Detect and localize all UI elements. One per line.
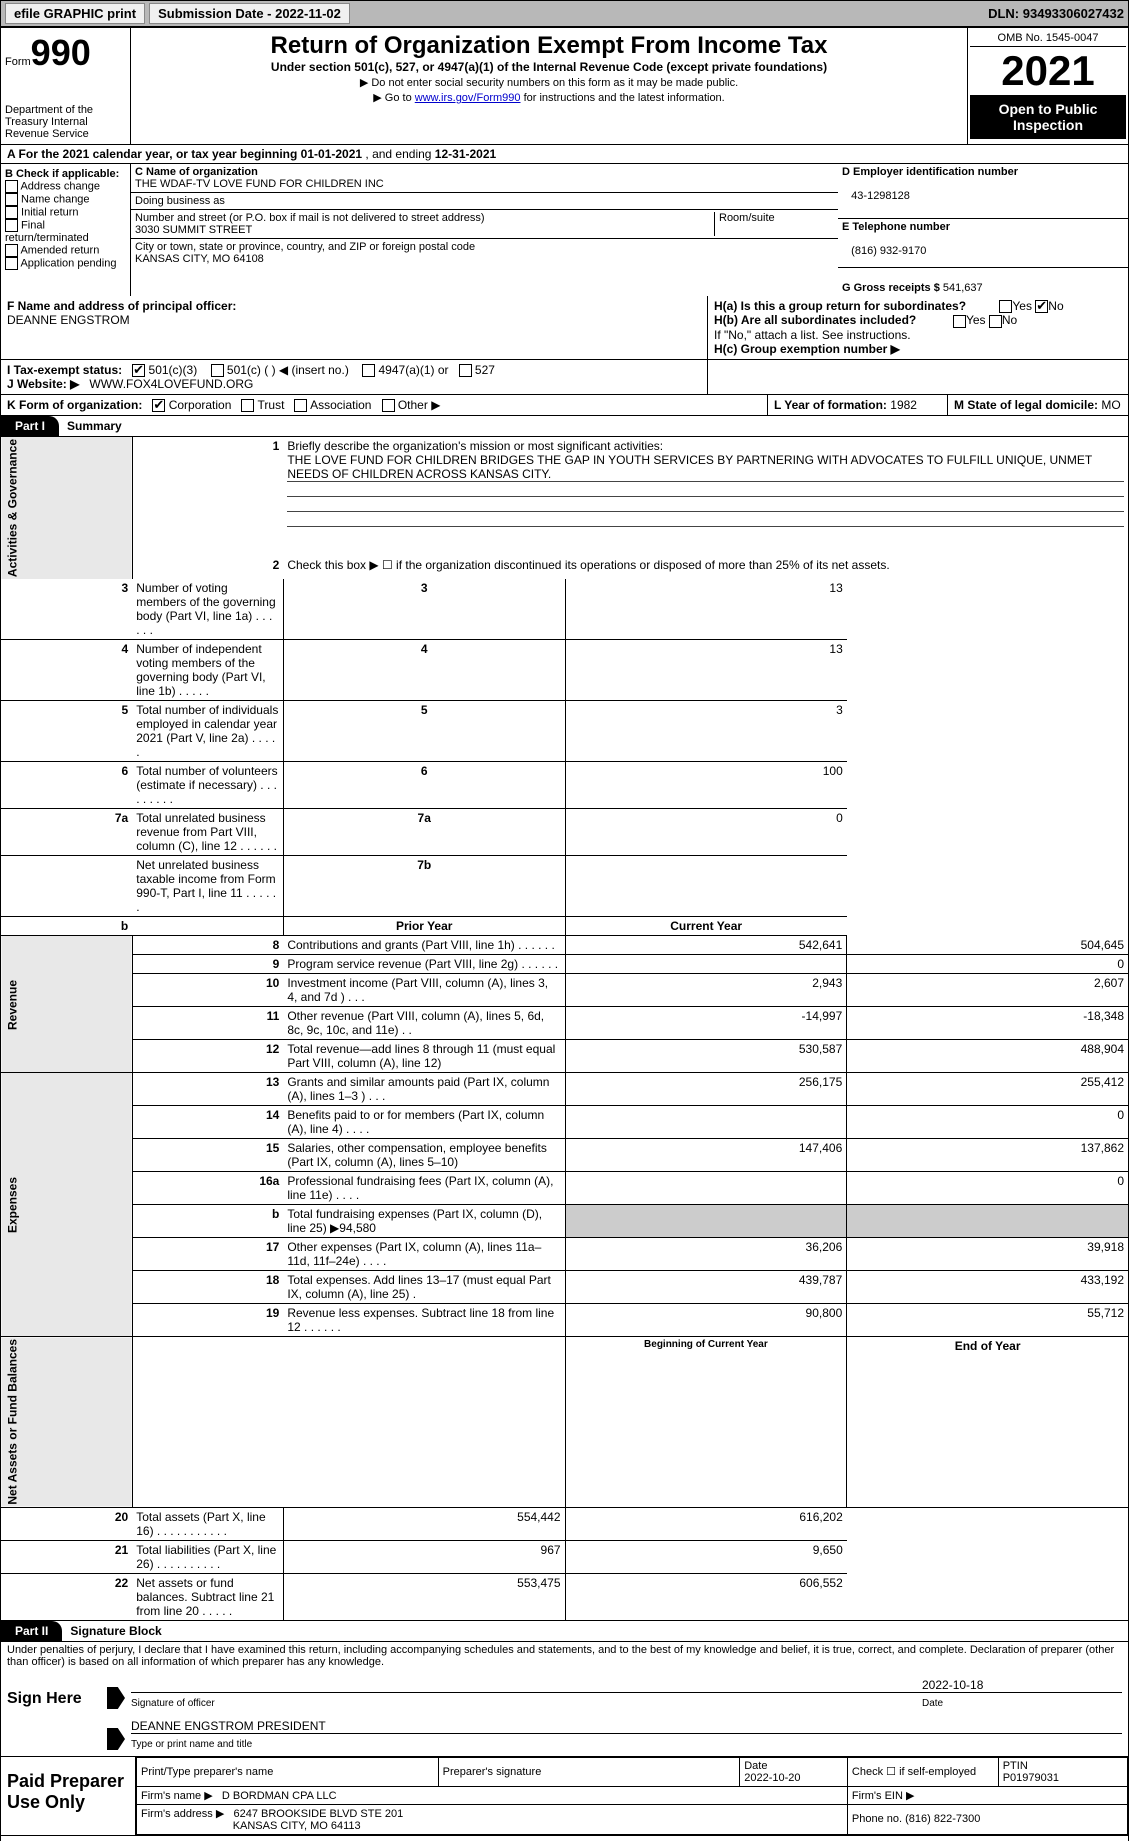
colb-check[interactable] [5,180,18,193]
4947-check[interactable] [362,364,375,377]
501c3-check[interactable] [132,364,145,377]
527-check[interactable] [459,364,472,377]
dba-cell: Doing business as [131,193,838,210]
section-bcd: B Check if applicable: Address change Na… [0,164,1129,296]
form-of-org: K Form of organization: Corporation Trus… [1,395,768,415]
sign-here-label: Sign Here [1,1670,101,1756]
colb-check[interactable] [5,244,18,257]
part1-tab: Part I [1,416,59,436]
main-title: Return of Organization Exempt From Incom… [135,32,963,60]
tax-year: 2021 [970,47,1126,95]
col-b-header: B Check if applicable: [5,168,126,180]
other-check[interactable] [382,399,395,412]
vlabel-netassets: Net Assets or Fund Balances [1,1337,133,1508]
row-f-h: F Name and address of principal officer:… [0,296,1129,360]
instr-2: ▶ Go to www.irs.gov/Form990 for instruct… [135,91,963,104]
arrow-icon [107,1687,125,1709]
part2-header: Part II Signature Block [0,1621,1129,1642]
paid-preparer-label: Paid Preparer Use Only [1,1757,136,1835]
form-number-cell: Form990 Department of the Treasury Inter… [1,28,131,144]
col-c: C Name of organization THE WDAF-TV LOVE … [131,164,838,296]
year-cell: OMB No. 1545-0047 2021 Open to Public In… [968,28,1128,144]
year-formation: L Year of formation: 1982 [768,395,948,415]
title-cell: Return of Organization Exempt From Incom… [131,28,968,144]
hb-yes[interactable] [953,315,966,328]
col-d: D Employer identification number 43-1298… [838,164,1128,296]
assoc-check[interactable] [294,399,307,412]
row-k-l-m: K Form of organization: Corporation Trus… [0,395,1129,416]
arrow-icon [107,1728,125,1750]
irs-link[interactable]: www.irs.gov/Form990 [415,92,521,104]
mission-text: THE LOVE FUND FOR CHILDREN BRIDGES THE G… [287,453,1124,482]
org-name-cell: C Name of organization THE WDAF-TV LOVE … [131,164,838,193]
hc-cell-spacer [708,360,1128,394]
trust-check[interactable] [241,399,254,412]
submission-date-btn[interactable]: Submission Date - 2022-11-02 [149,3,350,24]
ha-yes[interactable] [999,300,1012,313]
part1-title: Summary [59,419,122,433]
part1-header: Part I Summary [0,416,1129,437]
vlabel-revenue: Revenue [1,936,133,1073]
vlabel-governance: Activities & Governance [1,437,133,579]
colb-check[interactable] [5,219,18,232]
tel-cell: E Telephone number (816) 932-9170 [838,219,1128,268]
colb-check[interactable] [5,193,18,206]
header: Form990 Department of the Treasury Inter… [0,27,1129,145]
tax-exempt-status: I Tax-exempt status: 501(c)(3) 501(c) ( … [1,360,708,394]
part2-tab: Part II [1,1621,62,1641]
form-990-page: efile GRAPHIC print Submission Date - 20… [0,0,1129,1841]
efile-print-btn[interactable]: efile GRAPHIC print [5,3,145,24]
form-990: 990 [31,32,91,73]
signature-section: Under penalties of perjury, I declare th… [0,1642,1129,1757]
ein-cell: D Employer identification number 43-1298… [838,164,1128,219]
ha-no[interactable] [1035,300,1048,313]
gross-cell: G Gross receipts $ 541,637 [838,268,1128,296]
principal-officer: F Name and address of principal officer:… [1,296,708,359]
paid-preparer-table: Print/Type preparer's name Preparer's si… [136,1757,1128,1835]
summary-table: Activities & Governance 1 Briefly descri… [0,437,1129,1621]
hb-no[interactable] [989,315,1002,328]
topbar: efile GRAPHIC print Submission Date - 20… [0,0,1129,27]
colb-check[interactable] [5,257,18,270]
dln: DLN: 93493306027432 [988,6,1124,21]
501c-check[interactable] [211,364,224,377]
penalty-text: Under penalties of perjury, I declare th… [1,1642,1128,1670]
h-group: H(a) Is this a group return for subordin… [708,296,1128,359]
colb-check[interactable] [5,206,18,219]
col-b-checkboxes: B Check if applicable: Address change Na… [1,164,131,296]
paid-preparer-section: Paid Preparer Use Only Print/Type prepar… [0,1757,1129,1836]
city-cell: City or town, state or province, country… [131,239,838,296]
instr-1: ▶ Do not enter social security numbers o… [135,76,963,89]
street-cell: Number and street (or P.O. box if mail i… [131,210,838,239]
omb-number: OMB No. 1545-0047 [970,30,1126,47]
dept-treasury: Department of the Treasury Internal Reve… [5,104,126,140]
sub-title: Under section 501(c), 527, or 4947(a)(1)… [135,60,963,74]
row-i-j: I Tax-exempt status: 501(c)(3) 501(c) ( … [0,360,1129,395]
row-a-tax-year: A For the 2021 calendar year, or tax yea… [0,145,1129,164]
vlabel-expenses: Expenses [1,1073,133,1337]
open-to-public: Open to Public Inspection [970,95,1126,139]
part2-title: Signature Block [62,1624,161,1638]
discuss-row: May the IRS discuss this return with the… [0,1836,1129,1841]
corp-check[interactable] [152,399,165,412]
state-domicile: M State of legal domicile: MO [948,395,1128,415]
